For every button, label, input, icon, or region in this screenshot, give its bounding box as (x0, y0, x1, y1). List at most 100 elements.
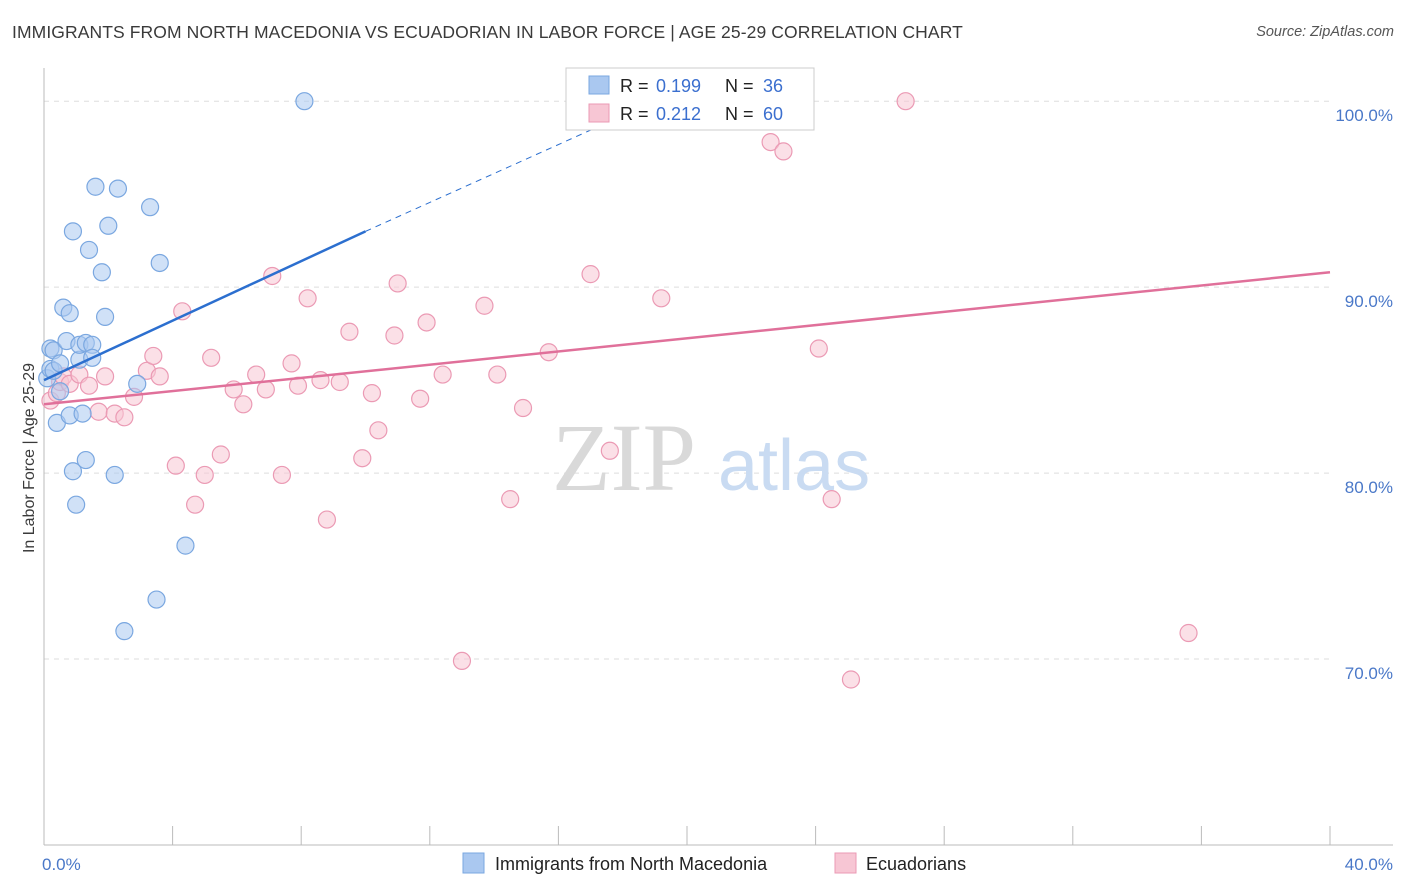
correlation-legend: R = 0.199 N = 36 R = 0.212 N = 60 (565, 67, 815, 131)
data-point (202, 348, 221, 367)
data-point (150, 367, 169, 386)
data-point (211, 445, 230, 464)
legend-row-blue: R = 0.199 N = 36 (588, 75, 783, 96)
data-point (761, 133, 780, 152)
y-tick-label: 70.0% (1345, 664, 1393, 683)
legend-r-value: 0.199 (656, 76, 701, 96)
data-point (809, 339, 828, 358)
grid-lines (44, 100, 1330, 660)
data-point (60, 304, 79, 323)
data-point (150, 253, 169, 273)
data-point (385, 326, 404, 345)
data-point (140, 198, 160, 217)
data-point (186, 495, 205, 514)
data-point (317, 510, 337, 529)
data-point (195, 465, 214, 485)
data-point (417, 313, 436, 332)
data-point (247, 365, 266, 384)
data-point (340, 322, 359, 341)
data-point (76, 450, 95, 470)
legend-r-label: R = (620, 104, 649, 124)
data-point (411, 389, 430, 408)
legend-swatch-pink (588, 103, 610, 123)
data-point (298, 289, 317, 308)
data-point (63, 462, 83, 481)
data-point (896, 92, 915, 111)
y-axis-label: In Labor Force | Age 25-29 (21, 363, 38, 553)
legend-row-pink: R = 0.212 N = 60 (588, 103, 783, 124)
series-north-macedonia (38, 92, 314, 641)
data-point (79, 376, 99, 395)
data-point (105, 465, 124, 485)
legend-n-value: 60 (763, 104, 783, 124)
data-point (282, 354, 301, 373)
legend-swatch-blue (588, 75, 610, 95)
data-point (63, 222, 83, 241)
data-point (513, 398, 533, 418)
chart-source: Source: ZipAtlas.com (1256, 24, 1394, 40)
data-point (115, 622, 134, 641)
data-point (369, 421, 388, 440)
data-point (475, 296, 494, 315)
data-point (234, 395, 253, 414)
trend-line (43, 271, 1331, 406)
bottom-legend-label-pink: Ecuadorians (866, 854, 966, 874)
data-point (501, 490, 520, 509)
data-point (295, 92, 314, 111)
axes (43, 68, 1393, 846)
data-point (79, 240, 99, 260)
trend-line (43, 230, 367, 382)
data-point (774, 142, 793, 161)
data-point (115, 408, 134, 427)
data-point (1179, 623, 1198, 643)
series-legend: Immigrants from North Macedonia Ecuadori… (462, 852, 966, 874)
data-point (86, 177, 105, 196)
data-point (388, 274, 407, 293)
data-point (841, 670, 861, 689)
data-point (488, 365, 507, 384)
x-tick-label: 0.0% (42, 855, 81, 874)
y-tick-label: 100.0% (1335, 106, 1393, 125)
x-tick-label: 40.0% (1345, 855, 1393, 874)
legend-n-label: N = (725, 104, 754, 124)
data-point (73, 404, 92, 423)
legend-r-value: 0.212 (656, 104, 701, 124)
data-point (256, 380, 275, 399)
legend-n-label: N = (725, 76, 754, 96)
data-point (452, 651, 472, 671)
watermark: ZIP atlas (552, 404, 870, 511)
trend-lines (43, 100, 1331, 406)
chart-title: IMMIGRANTS FROM NORTH MACEDONIA VS ECUAD… (12, 22, 963, 42)
y-tick-label: 80.0% (1345, 478, 1393, 497)
data-point (95, 307, 115, 326)
data-point (581, 265, 600, 284)
data-point (50, 382, 70, 401)
data-point (652, 289, 671, 308)
data-point (272, 465, 292, 485)
data-point (176, 536, 195, 555)
data-point (95, 367, 115, 386)
data-point (433, 365, 452, 384)
data-point (362, 384, 382, 403)
bottom-legend-swatch-blue (462, 852, 485, 874)
legend-r-label: R = (620, 76, 649, 96)
tick-labels: 70.0% 80.0% 90.0% 100.0% 0.0% 40.0% (42, 106, 1393, 874)
watermark-atlas: atlas (718, 426, 870, 506)
y-tick-label: 90.0% (1345, 292, 1393, 311)
data-point (822, 490, 841, 509)
data-point (99, 216, 118, 235)
data-point (600, 441, 619, 460)
series-ecuadorians (41, 92, 1198, 689)
legend-n-value: 36 (763, 76, 783, 96)
data-point (108, 179, 128, 198)
data-point (166, 456, 185, 475)
data-point (89, 402, 108, 421)
data-point (67, 495, 86, 514)
data-point (330, 372, 349, 392)
data-point (144, 346, 163, 366)
data-point (353, 449, 372, 468)
data-point (128, 374, 147, 393)
watermark-zip: ZIP (552, 404, 696, 511)
bottom-legend-label-blue: Immigrants from North Macedonia (495, 854, 768, 874)
